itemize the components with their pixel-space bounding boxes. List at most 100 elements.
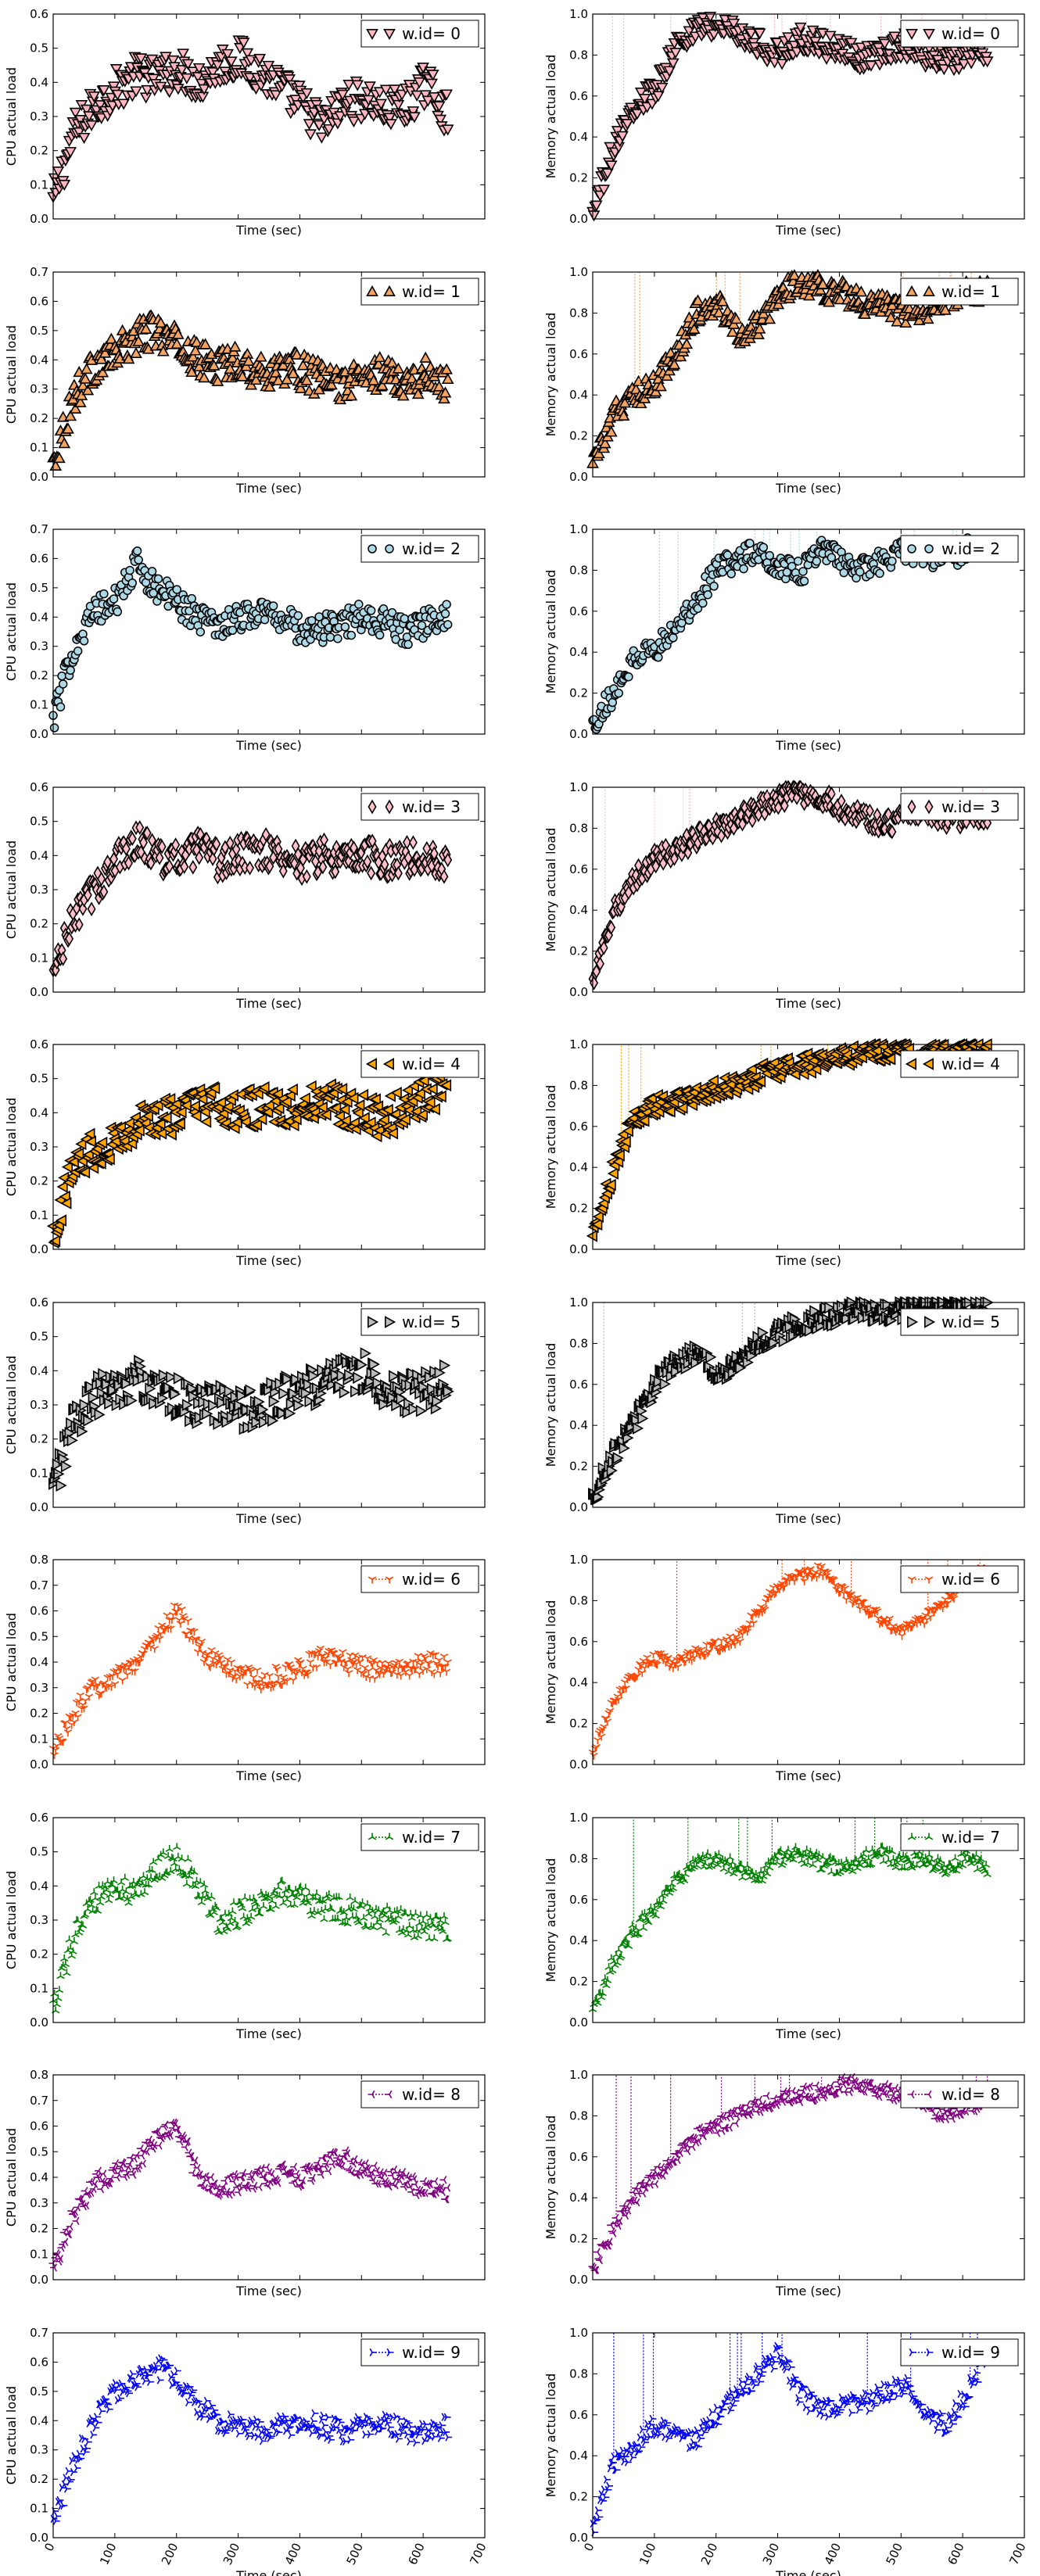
data-point [655,82,669,95]
data-point [125,565,134,575]
data-point [354,600,364,609]
data-point [799,576,809,586]
data-point [185,365,199,378]
data-point [192,63,206,75]
y-tick-label: 0.4 [30,1105,48,1120]
data-point [94,100,106,112]
data-point [56,702,66,711]
data-point [113,607,123,617]
data-point [441,124,454,136]
y-tick-label: 0.4 [30,610,48,624]
data-point [206,66,219,79]
y-tick-label: 0.4 [569,903,588,917]
data-point [607,1167,619,1180]
legend-label: w.id= 2 [402,539,461,558]
y-tick-label: 0.0 [30,1757,48,1772]
y-tick-label: 0.2 [569,944,588,958]
data-point [83,111,95,123]
y-axis-label: CPU actual load [4,840,19,939]
data-point [52,167,65,178]
data-point [704,12,717,23]
y-tick-label: 0.3 [30,1398,48,1412]
data-point [94,1408,106,1421]
data-point [177,48,189,60]
y-tick-label: 0.6 [30,551,48,565]
data-point [322,124,335,136]
data-point [132,335,145,346]
y-tick-label: 0.0 [30,985,48,999]
data-point [117,99,131,110]
data-point [747,1612,755,1620]
y-tick-label: 0.2 [30,1432,48,1446]
data-point [154,1625,163,1632]
y-tick-label: 0.2 [30,411,48,425]
data-point [167,55,180,67]
y-tick-label: 0.4 [30,75,48,89]
data-point [340,622,350,632]
axes-frame [592,13,1025,220]
y-tick-label: 0.1 [30,1208,48,1222]
data-point [442,1668,451,1676]
data-point [586,1230,597,1242]
data-point [614,688,623,698]
y-tick-label: 0.0 [30,212,48,226]
y-tick-label: 0.4 [569,1418,588,1432]
legend-marker [924,544,934,554]
data-point [147,567,157,576]
data-point [415,1671,424,1679]
data-point [744,28,758,40]
data-point [957,59,970,70]
y-tick-label: 0.6 [569,1120,588,1134]
data-point [342,80,355,91]
data-point [782,32,794,44]
data-point [303,119,316,131]
data-point [293,611,303,621]
data-point [375,630,385,640]
data-point [364,81,376,93]
data-point [64,410,77,421]
legend-label: w.id= 6 [402,1570,461,1589]
data-point [80,363,93,374]
y-tick-label: 0.4 [30,353,48,367]
y-tick-label: 0.6 [30,294,48,308]
y-tick-label: 0.2 [569,686,588,700]
data-point [122,353,135,364]
data-point [228,340,242,352]
data-point [74,1714,82,1722]
data-point [436,1670,445,1678]
data-point [254,350,267,362]
data-point [224,362,237,374]
y-tick-label: 0.6 [30,1037,48,1052]
legend-label: w.id= 2 [941,539,1000,558]
x-axis-label: Time (sec) [775,738,841,753]
y-axis-label: Memory actual load [543,1085,558,1209]
data-point [176,1621,185,1628]
data-point [153,574,163,584]
data-point [637,1412,649,1425]
data-point [419,351,432,363]
y-axis-label: Memory actual load [543,313,558,437]
y-axis-label: CPU actual load [4,67,19,166]
y-tick-label: 0.5 [30,324,48,338]
legend-marker [385,544,394,554]
cpu-points-3 [48,820,453,978]
x-axis-label: Time (sec) [235,1511,302,1526]
data-point [61,1719,70,1727]
data-point [370,1367,382,1380]
data-point [268,1395,280,1408]
data-point [241,48,254,59]
data-point [696,12,709,23]
y-tick-label: 0.2 [30,1707,48,1721]
legend-label: w.id= 4 [402,1055,461,1073]
y-tick-label: 0.5 [30,815,48,829]
y-tick-label: 0.6 [569,862,588,876]
data-point [105,92,118,104]
legend-box [360,20,479,48]
y-tick-label: 0.0 [569,985,588,999]
y-tick-label: 0.7 [30,1578,48,1593]
data-point [315,132,328,144]
y-tick-label: 0.2 [569,429,588,443]
y-tick-label: 0.6 [569,1378,588,1392]
y-axis-label: CPU actual load [4,582,19,681]
